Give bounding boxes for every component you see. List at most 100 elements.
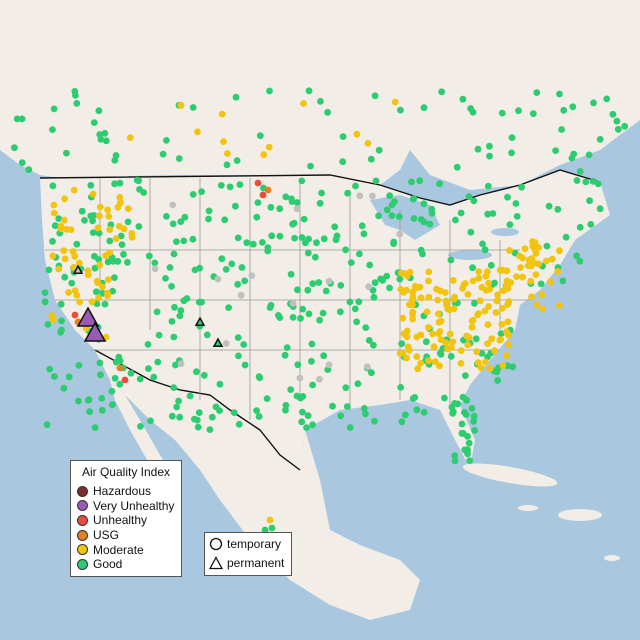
site-marker[interactable] bbox=[45, 266, 53, 274]
site-marker[interactable] bbox=[451, 457, 459, 465]
site-marker[interactable] bbox=[96, 203, 104, 211]
site-marker[interactable] bbox=[545, 202, 553, 210]
site-marker[interactable] bbox=[492, 309, 500, 316]
site-marker[interactable] bbox=[111, 180, 118, 188]
site-marker[interactable] bbox=[104, 206, 111, 214]
site-marker[interactable] bbox=[170, 333, 178, 341]
site-marker[interactable] bbox=[365, 337, 373, 344]
site-marker[interactable] bbox=[193, 368, 200, 376]
site-marker[interactable] bbox=[425, 293, 433, 301]
site-marker[interactable] bbox=[472, 335, 480, 343]
site-marker[interactable] bbox=[425, 357, 432, 365]
site-marker[interactable] bbox=[464, 291, 472, 298]
site-marker[interactable] bbox=[408, 178, 415, 186]
site-marker[interactable] bbox=[266, 516, 274, 524]
site-marker[interactable] bbox=[435, 318, 443, 326]
site-marker[interactable] bbox=[594, 180, 602, 188]
site-marker[interactable] bbox=[621, 122, 629, 130]
site-marker[interactable] bbox=[55, 215, 63, 223]
site-marker[interactable] bbox=[316, 375, 323, 383]
site-marker[interactable] bbox=[613, 117, 621, 125]
site-marker[interactable] bbox=[576, 257, 584, 265]
site-marker[interactable] bbox=[436, 362, 443, 370]
site-marker[interactable] bbox=[388, 201, 396, 209]
site-marker[interactable] bbox=[428, 205, 436, 213]
site-marker[interactable] bbox=[235, 352, 242, 360]
permanent-site-marker[interactable] bbox=[194, 316, 206, 326]
permanent-site-marker[interactable] bbox=[83, 321, 107, 342]
site-marker[interactable] bbox=[260, 151, 268, 159]
site-marker[interactable] bbox=[118, 241, 126, 249]
site-marker[interactable] bbox=[573, 252, 580, 260]
site-marker[interactable] bbox=[181, 213, 189, 221]
site-marker[interactable] bbox=[476, 297, 484, 305]
site-marker[interactable] bbox=[360, 405, 368, 412]
site-marker[interactable] bbox=[116, 194, 124, 201]
site-marker[interactable] bbox=[423, 308, 431, 316]
site-marker[interactable] bbox=[225, 304, 233, 311]
site-marker[interactable] bbox=[268, 524, 276, 532]
site-marker[interactable] bbox=[352, 182, 359, 190]
site-marker[interactable] bbox=[489, 210, 497, 217]
site-marker[interactable] bbox=[573, 177, 581, 184]
site-marker[interactable] bbox=[467, 105, 474, 112]
site-marker[interactable] bbox=[41, 298, 49, 306]
site-marker[interactable] bbox=[396, 275, 404, 283]
site-marker[interactable] bbox=[92, 288, 100, 296]
site-marker[interactable] bbox=[535, 260, 543, 268]
site-marker[interactable] bbox=[498, 305, 506, 312]
site-marker[interactable] bbox=[413, 406, 421, 414]
site-marker[interactable] bbox=[395, 213, 403, 221]
site-marker[interactable] bbox=[347, 259, 355, 266]
site-marker[interactable] bbox=[91, 264, 99, 272]
site-marker[interactable] bbox=[333, 232, 341, 240]
site-marker[interactable] bbox=[108, 387, 116, 395]
site-marker[interactable] bbox=[358, 222, 366, 230]
site-marker[interactable] bbox=[89, 229, 97, 237]
site-marker[interactable] bbox=[596, 205, 604, 213]
site-marker[interactable] bbox=[346, 298, 354, 306]
site-marker[interactable] bbox=[309, 280, 317, 288]
site-marker[interactable] bbox=[486, 365, 494, 373]
site-marker[interactable] bbox=[109, 401, 116, 409]
site-marker[interactable] bbox=[99, 283, 106, 291]
site-marker[interactable] bbox=[78, 207, 86, 215]
site-marker[interactable] bbox=[248, 272, 256, 279]
site-marker[interactable] bbox=[527, 262, 535, 270]
site-marker[interactable] bbox=[416, 177, 424, 185]
site-marker[interactable] bbox=[259, 191, 267, 199]
site-marker[interactable] bbox=[173, 238, 180, 246]
site-marker[interactable] bbox=[60, 247, 68, 255]
site-marker[interactable] bbox=[235, 420, 243, 428]
site-marker[interactable] bbox=[76, 298, 84, 306]
site-marker[interactable] bbox=[614, 125, 622, 133]
site-marker[interactable] bbox=[263, 395, 271, 402]
site-marker[interactable] bbox=[177, 360, 185, 368]
site-marker[interactable] bbox=[585, 151, 593, 159]
site-marker[interactable] bbox=[316, 316, 323, 324]
site-marker[interactable] bbox=[304, 412, 312, 420]
site-marker[interactable] bbox=[410, 195, 418, 203]
site-marker[interactable] bbox=[442, 339, 450, 347]
site-marker[interactable] bbox=[67, 226, 75, 234]
site-marker[interactable] bbox=[41, 289, 49, 296]
site-marker[interactable] bbox=[95, 256, 103, 263]
site-marker[interactable] bbox=[214, 275, 222, 283]
site-marker[interactable] bbox=[50, 209, 58, 217]
site-marker[interactable] bbox=[44, 321, 52, 328]
site-marker[interactable] bbox=[173, 403, 181, 411]
site-marker[interactable] bbox=[508, 149, 515, 157]
site-marker[interactable] bbox=[117, 232, 125, 240]
site-marker[interactable] bbox=[485, 303, 492, 310]
site-marker[interactable] bbox=[398, 269, 405, 277]
site-marker[interactable] bbox=[398, 418, 406, 426]
site-marker[interactable] bbox=[75, 362, 83, 369]
site-marker[interactable] bbox=[223, 161, 231, 169]
site-marker[interactable] bbox=[238, 264, 246, 271]
site-marker[interactable] bbox=[317, 98, 324, 105]
site-marker[interactable] bbox=[232, 93, 240, 101]
site-marker[interactable] bbox=[309, 381, 316, 389]
site-marker[interactable] bbox=[342, 246, 349, 254]
site-marker[interactable] bbox=[126, 134, 134, 142]
site-marker[interactable] bbox=[451, 400, 458, 407]
